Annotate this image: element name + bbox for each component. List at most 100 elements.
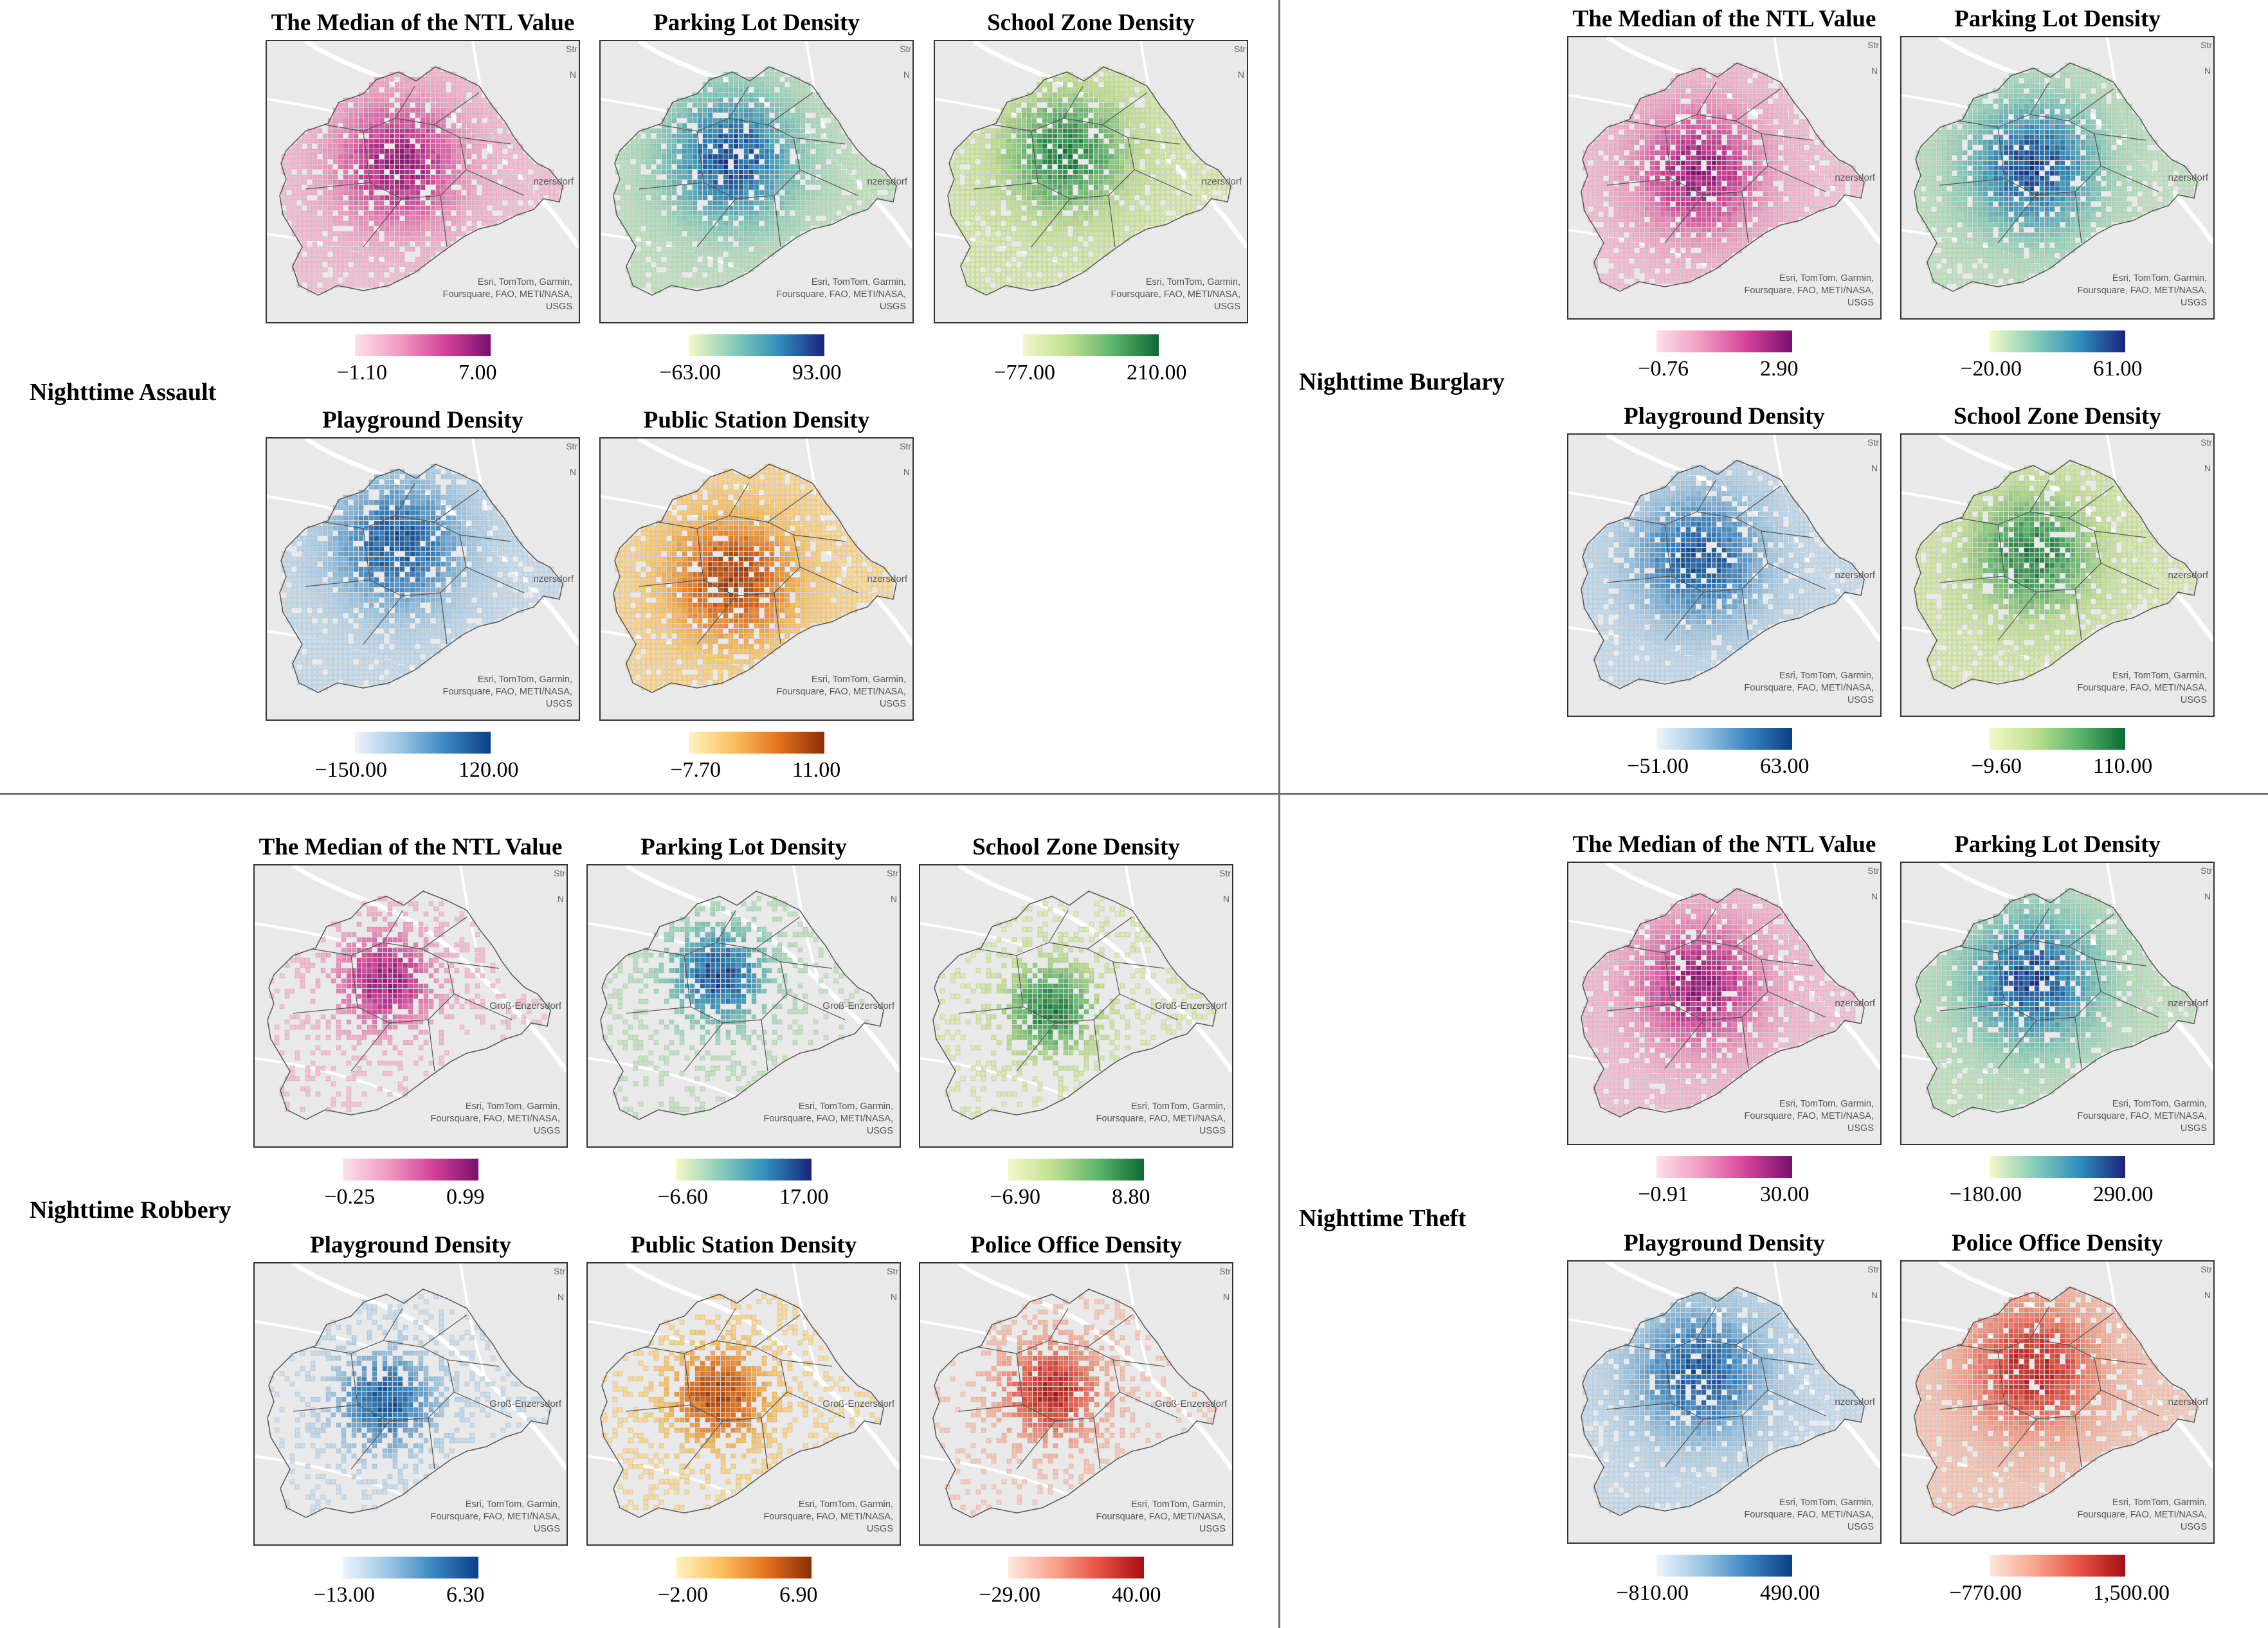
grid-cell: [692, 257, 698, 262]
grid-cell: [317, 215, 323, 221]
grid-cell: [723, 231, 729, 237]
grid-cell: [1037, 113, 1042, 118]
grid-cell: [487, 133, 493, 139]
grid-cell: [348, 530, 354, 536]
grid-cell: [1134, 128, 1140, 134]
grid-cell: [404, 561, 410, 567]
grid-cell: [1181, 164, 1186, 170]
grid-cell: [764, 66, 770, 72]
grid-cell: [384, 102, 390, 108]
grid-cell: [379, 267, 385, 273]
grid-cell: [435, 71, 441, 77]
grid-cell: [302, 572, 307, 577]
grid-cell: [363, 520, 369, 526]
grid-cell: [1088, 82, 1094, 87]
grid-cell: [317, 262, 323, 267]
grid-cell: [1175, 195, 1181, 201]
grid-cell: [1052, 231, 1058, 237]
grid-cell: [743, 257, 749, 262]
grid-cell: [985, 154, 991, 159]
grid-cell: [307, 267, 313, 273]
grid-cell: [702, 205, 708, 211]
grid-cell: [625, 190, 631, 195]
grid-cell: [985, 210, 991, 216]
grid-cell: [718, 102, 723, 108]
grid-cell: [425, 169, 431, 175]
attribution-line: Foursquare, FAO, METI/NASA,: [758, 289, 906, 301]
grid-cell: [1047, 113, 1053, 118]
grid-cell: [482, 215, 487, 221]
grid-cell: [692, 215, 698, 221]
grid-cell: [805, 149, 811, 154]
grid-cell: [795, 128, 801, 134]
grid-cell: [718, 169, 723, 175]
grid-cell: [384, 246, 390, 252]
grid-cell: [831, 133, 837, 139]
grid-cell: [1093, 164, 1099, 170]
grid-cell: [1093, 200, 1099, 206]
grid-cell: [774, 71, 780, 77]
grid-cell: [466, 195, 472, 201]
grid-cell: [779, 118, 785, 123]
grid-cell: [368, 87, 374, 93]
grid-cell: [697, 169, 703, 175]
grid-cell: [635, 149, 641, 154]
grid-cell: [440, 572, 446, 577]
grid-cell: [774, 236, 780, 242]
grid-cell: [1103, 241, 1109, 247]
grid-cell: [399, 272, 405, 278]
grid-cell: [1011, 221, 1017, 226]
grid-cell: [435, 556, 441, 562]
grid-cell: [954, 154, 960, 159]
grid-cell: [821, 128, 826, 134]
grid-cell: [353, 267, 359, 273]
grid-cell: [1155, 195, 1161, 201]
grid-cell: [307, 257, 313, 262]
grid-cell: [738, 113, 744, 118]
group-label-robbery: Nighttime Robbery: [30, 1196, 231, 1224]
grid-cell: [1083, 97, 1089, 103]
grid-cell: [507, 174, 513, 180]
grid-cell: [446, 551, 451, 557]
grid-cell: [769, 200, 775, 206]
grid-cell: [1011, 236, 1017, 242]
grid-cell: [661, 169, 667, 175]
grid-cell: [738, 82, 744, 87]
grid-cell: [415, 489, 421, 495]
grid-cell: [620, 195, 626, 201]
grid-cell: [487, 587, 493, 593]
grid-cell: [487, 592, 493, 598]
grid-cell: [1016, 221, 1022, 226]
grid-cell: [476, 159, 482, 165]
grid-cell: [363, 113, 369, 118]
grid-cell: [1037, 107, 1042, 113]
grid-cell: [384, 494, 390, 500]
grid-cell: [394, 272, 400, 278]
grid-cell: [1150, 190, 1156, 195]
grid-cell: [368, 536, 374, 541]
grid-cell: [661, 241, 667, 247]
grid-cell: [1181, 195, 1186, 201]
grid-cell: [466, 556, 472, 562]
grid-cell: [456, 484, 462, 490]
grid-cell: [332, 215, 338, 221]
grid-cell: [630, 195, 636, 201]
grid-cell: [723, 221, 729, 226]
grid-cell: [1217, 185, 1222, 190]
grid-cell: [487, 221, 493, 226]
grid-cell: [748, 123, 754, 129]
grid-cell: [327, 257, 333, 262]
grid-cell: [461, 231, 467, 237]
attribution-line: Esri, TomTom, Garmin,: [424, 276, 572, 289]
grid-cell: [1124, 92, 1130, 98]
grid-cell: [1124, 107, 1130, 113]
grid-cell: [476, 154, 482, 159]
grid-cell: [980, 190, 986, 195]
grid-cell: [471, 200, 477, 206]
grid-cell: [1016, 272, 1022, 278]
grid-cell: [630, 174, 636, 180]
grid-cell: [738, 205, 744, 211]
grid-cell: [348, 251, 354, 257]
grid-cell: [790, 143, 795, 149]
grid-cell: [456, 118, 462, 123]
